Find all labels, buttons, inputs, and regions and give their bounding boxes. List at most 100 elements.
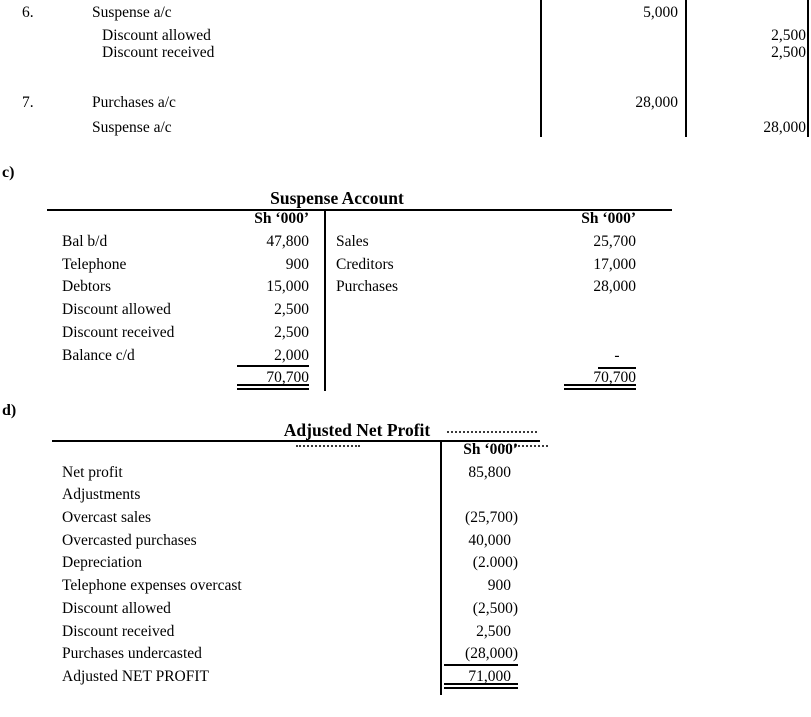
journal-right-border-line: [807, 0, 809, 137]
total-row: Adjusted NET PROFIT 71,000: [62, 666, 518, 689]
statement-row: Overcast sales (25,700): [62, 507, 518, 530]
entry-number: 6.: [22, 4, 34, 21]
journal-debit-credit-divider-line: [685, 0, 687, 137]
row-amount: 2,500: [274, 323, 309, 341]
table-title: Adjusted Net Profit: [283, 420, 431, 440]
row-amount: 28,000: [593, 278, 636, 296]
row-value: (2.000): [472, 554, 518, 572]
row-value: 2,500: [476, 622, 511, 640]
spacer: [62, 367, 237, 390]
t-account-divider-line: [324, 211, 326, 391]
entry-number: 7.: [22, 94, 34, 111]
row-value: [444, 484, 518, 507]
row-label: Discount allowed: [62, 301, 171, 318]
journal-entry-row: Discount allowed 2,500: [0, 27, 811, 47]
row-label: Discount allowed: [62, 599, 171, 617]
total-amount: 70,700: [564, 367, 636, 390]
ledger-row: Telephone 900: [62, 254, 309, 277]
credit-amount: 2,500: [771, 44, 806, 61]
empty-row: [336, 322, 636, 345]
row-value: (25,700): [465, 509, 518, 527]
row-amount: 17,000: [593, 255, 636, 273]
row-amount: 900: [285, 255, 309, 273]
ledger-row: Debtors 15,000: [62, 276, 309, 299]
debit-amount: 28,000: [635, 94, 678, 111]
row-value: (2,500): [472, 599, 518, 617]
row-value: 40,000: [468, 531, 511, 549]
account-name: Discount allowed: [102, 27, 211, 44]
row-amount: 25,700: [593, 232, 636, 250]
empty-row: [336, 299, 636, 322]
row-amount: 2,000: [237, 345, 309, 368]
row-label: Overcast sales: [62, 509, 152, 527]
row-label: Adjusted NET PROFIT: [62, 667, 209, 685]
row-amount: 47,800: [266, 232, 309, 250]
column-header-row: Sh ‘000’: [336, 208, 636, 231]
scan-artifact-dots: [503, 445, 548, 447]
row-label: Bal b/d: [62, 232, 108, 250]
row-label: Telephone expenses overcast: [62, 577, 242, 595]
credit-amount: 2,500: [771, 27, 806, 44]
spacer: [336, 345, 564, 368]
spacer: [62, 208, 237, 231]
row-label: Telephone: [62, 255, 127, 273]
statement-rows: Sh ‘000’ Net profit 85,800 Adjustments O…: [62, 439, 518, 689]
statement-row: Discount received 2,500: [62, 621, 518, 644]
statement-row: Adjustments: [62, 484, 518, 507]
column-header-row: Sh ‘000’: [62, 439, 518, 462]
journal-entry-row: Suspense a/c 28,000: [0, 119, 811, 139]
ledger-row: Creditors 17,000: [336, 254, 636, 277]
column-header: Sh ‘000’: [581, 210, 636, 227]
row-label: Balance c/d: [62, 346, 135, 364]
row-label: Debtors: [62, 278, 112, 296]
row-value: (28,000): [444, 643, 518, 666]
statement-row: Purchases undercasted (28,000): [62, 643, 518, 666]
journal-divider-line: [540, 0, 542, 137]
row-label: Net profit: [62, 463, 123, 481]
account-name: Suspense a/c: [92, 119, 172, 136]
row-value: 85,800: [468, 463, 511, 481]
row-label: Purchases: [336, 278, 398, 296]
ledger-row: Discount allowed 2,500: [62, 299, 309, 322]
scan-artifact-dots: [296, 445, 360, 447]
spacer: [62, 439, 444, 462]
total-amount: 71,000: [444, 666, 518, 689]
account-name: Discount received: [102, 44, 215, 61]
journal-entry-row: Discount received 2,500: [0, 44, 811, 64]
statement-row: Net profit 85,800: [62, 462, 518, 485]
credit-column: Sh ‘000’ Sales 25,700 Creditors 17,000 P…: [336, 208, 636, 390]
row-value: 900: [487, 577, 511, 595]
value-column-divider-line: [440, 442, 442, 695]
row-label: Creditors: [336, 255, 394, 273]
balance-dash: -: [598, 345, 636, 370]
table-top-rule: [47, 209, 672, 211]
journal-entries-section: 6. Suspense a/c 5,000 Discount allowed 2…: [0, 0, 811, 140]
credit-amount: 28,000: [763, 119, 806, 136]
row-label: Overcasted purchases: [62, 531, 197, 549]
debit-column: Sh ‘000’ Bal b/d 47,800 Telephone 900 De…: [62, 208, 309, 390]
scan-artifact-dots: [447, 431, 537, 433]
adjusted-net-profit-table: Adjusted Net Profit Sh ‘000’ Net profit …: [52, 420, 548, 710]
account-name: Purchases a/c: [92, 94, 176, 111]
row-amount: 2,500: [274, 301, 309, 318]
balance-row: -: [336, 345, 636, 370]
column-header: Sh ‘000’: [463, 441, 518, 458]
row-label: Adjustments: [62, 486, 141, 504]
statement-row: Overcasted purchases 40,000: [62, 530, 518, 553]
row-label: Purchases undercasted: [62, 645, 202, 663]
section-d-label: d): [2, 402, 17, 419]
spacer: [336, 367, 564, 390]
ledger-row: Sales 25,700: [336, 231, 636, 254]
row-amount: 15,000: [266, 278, 309, 296]
statement-row: Discount allowed (2,500): [62, 598, 518, 621]
row-label: Sales: [336, 232, 369, 250]
statement-row: Telephone expenses overcast 900: [62, 575, 518, 598]
table-title: Suspense Account: [270, 188, 404, 208]
spacer: [336, 208, 564, 231]
total-row: 70,700: [62, 367, 309, 390]
balance-cell: -: [564, 345, 636, 370]
section-c-label: c): [2, 164, 15, 181]
ledger-row: Purchases 28,000: [336, 276, 636, 299]
suspense-account-table: Suspense Account Sh ‘000’ Bal b/d 47,800…: [47, 188, 672, 403]
